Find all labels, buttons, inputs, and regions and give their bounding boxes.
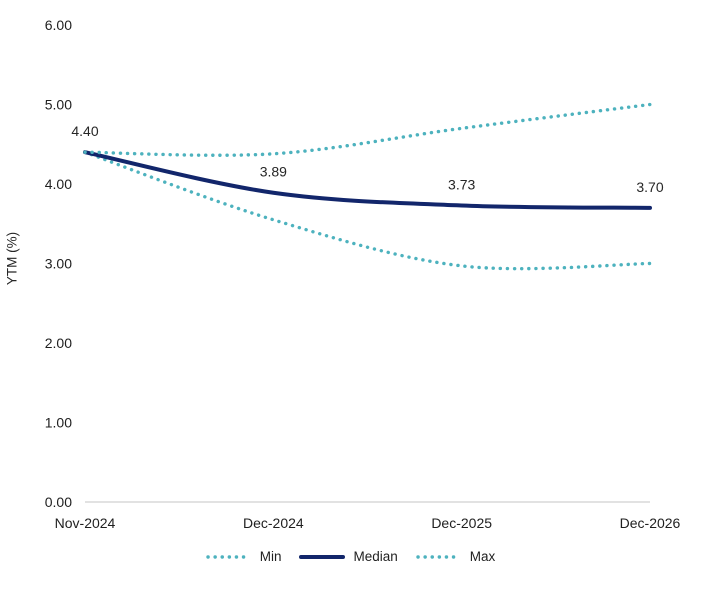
- data-label: 3.89: [260, 164, 287, 180]
- legend-item-median: Median: [298, 549, 398, 564]
- y-tick-label: 2.00: [45, 335, 72, 351]
- series-line-max: [83, 102, 652, 157]
- x-axis-label: Nov-2024: [55, 515, 116, 531]
- chart-legend: Min Median Max: [0, 549, 700, 564]
- y-tick-label: 6.00: [45, 17, 72, 33]
- y-tick-label: 0.00: [45, 494, 72, 510]
- y-tick-label: 4.00: [45, 176, 72, 192]
- x-axis-label: Dec-2025: [431, 515, 492, 531]
- y-tick-label: 5.00: [45, 97, 72, 113]
- data-label: 3.70: [636, 179, 663, 195]
- legend-swatch-dotted-icon: [416, 554, 462, 559]
- legend-label: Median: [353, 549, 398, 564]
- legend-item-min: Min: [205, 549, 282, 564]
- legend-label: Min: [259, 549, 282, 564]
- x-axis-label: Dec-2026: [620, 515, 681, 531]
- y-tick-label: 1.00: [45, 415, 72, 431]
- legend-swatch-solid-icon: [299, 554, 346, 559]
- data-label: 4.40: [71, 123, 98, 139]
- y-axis-title: YTM (%): [4, 231, 20, 286]
- legend-label: Max: [469, 549, 496, 564]
- legend-swatch-dotted-icon: [206, 554, 252, 559]
- x-axis-label: Dec-2024: [243, 515, 304, 531]
- y-tick-label: 3.00: [45, 256, 72, 272]
- series-line-min: [83, 150, 652, 271]
- data-label: 3.73: [448, 176, 475, 192]
- series-line-median: [83, 150, 652, 210]
- legend-item-max: Max: [415, 549, 496, 564]
